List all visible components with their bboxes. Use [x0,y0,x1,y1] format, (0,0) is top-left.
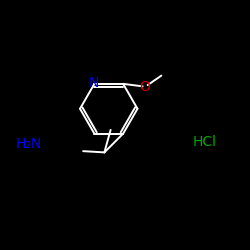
Text: O: O [140,80,150,94]
Text: H₂N: H₂N [16,137,42,151]
Text: N: N [88,76,99,90]
Text: HCl: HCl [193,136,217,149]
